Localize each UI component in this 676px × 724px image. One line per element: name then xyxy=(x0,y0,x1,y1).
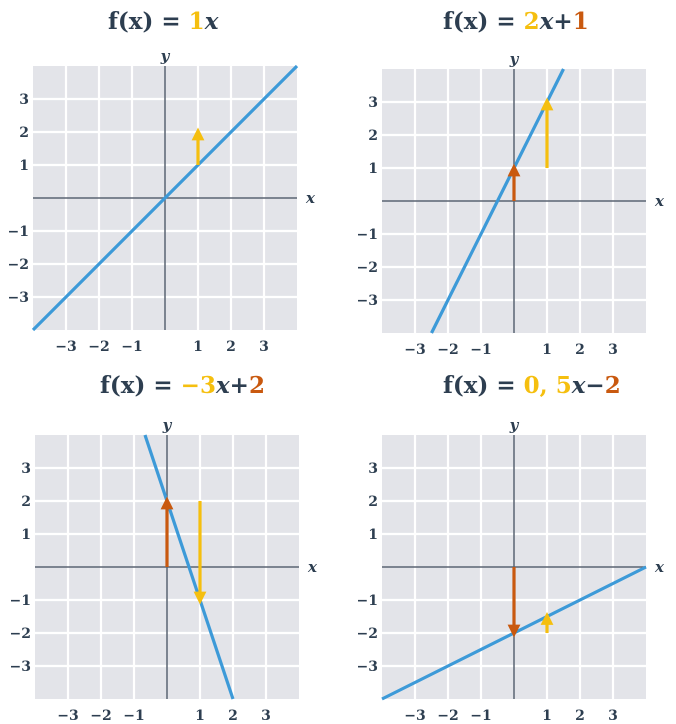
x-tick-label: 3 xyxy=(259,339,269,355)
title-slope: 1 xyxy=(188,8,205,35)
x-axis-label: x xyxy=(654,558,665,576)
x-tick-label: 3 xyxy=(261,708,271,724)
x-tick-label: −3 xyxy=(404,708,425,724)
title-slope: 2 xyxy=(523,8,540,35)
x-tick-label: 3 xyxy=(608,342,618,358)
y-tick-label: −1 xyxy=(8,224,29,240)
y-tick-label: −1 xyxy=(10,593,31,609)
x-tick-label: −2 xyxy=(88,339,109,355)
title-var: x xyxy=(215,372,230,399)
y-tick-label: 3 xyxy=(19,92,29,108)
x-tick-label: −1 xyxy=(121,339,142,355)
function-line xyxy=(143,434,235,700)
y-tick-label: −1 xyxy=(357,593,378,609)
chart-title-4: f(x) = 0, 5x−2 xyxy=(443,372,621,399)
function-line xyxy=(430,68,565,334)
y-tick-label: 1 xyxy=(19,158,29,174)
chart-4: x y −3 −2 −1 1 2 3 3 2 1 −1 −2 −3 xyxy=(357,416,665,724)
x-tick-label: 1 xyxy=(542,342,552,358)
title-var: x xyxy=(204,8,219,35)
x-tick-label: 2 xyxy=(228,708,238,724)
y-axis-label: y xyxy=(160,47,171,65)
y-tick-label: −2 xyxy=(357,626,378,642)
x-tick-label: −1 xyxy=(470,708,491,724)
x-tick-label: 3 xyxy=(608,708,618,724)
y-tick-label: 2 xyxy=(368,128,378,144)
x-axis-label: x xyxy=(654,192,665,210)
x-tick-label: 2 xyxy=(575,708,585,724)
y-tick-label: −3 xyxy=(357,659,378,675)
y-tick-label: 1 xyxy=(368,161,378,177)
title-var: x xyxy=(539,8,554,35)
y-tick-label: 2 xyxy=(368,494,378,510)
x-tick-label: −2 xyxy=(90,708,111,724)
chart-panel-3: f(x) = −3x+2 x y −3 −2 −1 1 2 3 3 2 1 −1 −2 −3 xyxy=(0,362,338,724)
title-intercept: 2 xyxy=(248,372,265,399)
title-slope: 0, 5 xyxy=(523,372,572,399)
x-axis-label: x xyxy=(307,558,318,576)
chart-title-1: f(x) = 1x xyxy=(108,8,218,35)
x-tick-label: −1 xyxy=(470,342,491,358)
y-tick-label: 1 xyxy=(21,527,31,543)
x-tick-label: 2 xyxy=(226,339,236,355)
x-tick-label: 2 xyxy=(575,342,585,358)
y-tick-label: 3 xyxy=(21,461,31,477)
title-sign: − xyxy=(585,372,605,399)
y-tick-label: −3 xyxy=(357,293,378,309)
y-tick-label: 2 xyxy=(19,125,29,141)
title-var: x xyxy=(571,372,586,399)
x-tick-label: −3 xyxy=(404,342,425,358)
title-prefix: f(x) = xyxy=(443,8,516,35)
x-tick-label: −1 xyxy=(123,708,144,724)
x-tick-label: −2 xyxy=(437,342,458,358)
x-tick-label: −3 xyxy=(55,339,76,355)
y-axis-label: y xyxy=(509,416,520,434)
x-tick-label: 1 xyxy=(193,339,203,355)
chart-title-3: f(x) = −3x+2 xyxy=(100,372,265,399)
x-tick-label: −3 xyxy=(57,708,78,724)
y-tick-label: −2 xyxy=(10,626,31,642)
x-tick-label: −2 xyxy=(437,708,458,724)
title-prefix: f(x) = xyxy=(108,8,181,35)
chart-1: x y −3 −2 −1 1 2 3 3 2 1 −1 −2 −3 xyxy=(8,47,316,355)
title-sign: + xyxy=(553,8,573,35)
y-tick-label: −3 xyxy=(10,659,31,675)
title-sign: + xyxy=(229,372,249,399)
title-slope: −3 xyxy=(180,372,216,399)
function-line xyxy=(31,64,299,332)
chart-panel-2: f(x) = 2x+1 x y −3 −2 −1 1 2 3 3 2 1 −1 −2 −3 xyxy=(338,0,676,362)
title-prefix: f(x) = xyxy=(100,372,173,399)
y-tick-label: 2 xyxy=(21,494,31,510)
x-tick-label: 1 xyxy=(542,708,552,724)
y-axis-label: y xyxy=(162,416,173,434)
y-tick-label: 3 xyxy=(368,461,378,477)
x-tick-label: 1 xyxy=(195,708,205,724)
y-axis-label: y xyxy=(509,50,520,68)
y-tick-label: 1 xyxy=(368,527,378,543)
chart-title-2: f(x) = 2x+1 xyxy=(443,8,589,35)
title-prefix: f(x) = xyxy=(443,372,516,399)
y-tick-label: −2 xyxy=(8,257,29,273)
y-tick-label: −3 xyxy=(8,290,29,306)
chart-panel-4: f(x) = 0, 5x−2 x y −3 −2 −1 1 2 3 3 2 1 −1 −2 −3 xyxy=(338,362,676,724)
x-axis-label: x xyxy=(305,189,316,207)
y-tick-label: 3 xyxy=(368,95,378,111)
chart-2: x y −3 −2 −1 1 2 3 3 2 1 −1 −2 −3 xyxy=(357,50,665,358)
y-tick-label: −2 xyxy=(357,260,378,276)
chart-panel-1: f(x) = 1x x y −3 −2 −1 1 2 3 3 2 1 −1 −2 −3 xyxy=(0,0,338,362)
title-intercept: 2 xyxy=(604,372,621,399)
chart-3: x y −3 −2 −1 1 2 3 3 2 1 −1 −2 −3 xyxy=(10,416,318,724)
y-tick-label: −1 xyxy=(357,227,378,243)
title-intercept: 1 xyxy=(572,8,589,35)
